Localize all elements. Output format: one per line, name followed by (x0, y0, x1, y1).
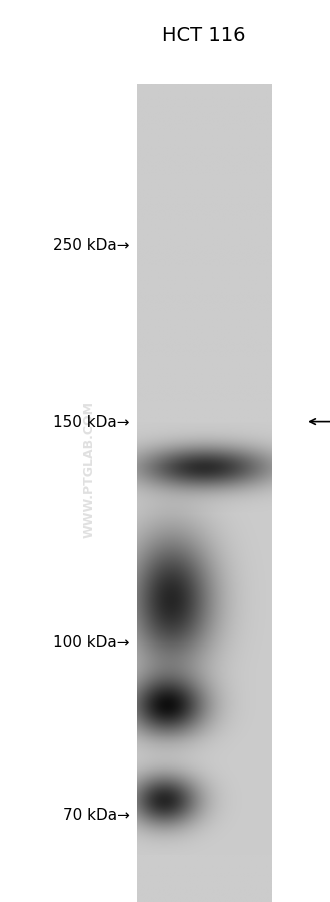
Text: HCT 116: HCT 116 (162, 26, 246, 45)
Text: 100 kDa→: 100 kDa→ (53, 635, 129, 649)
Text: 250 kDa→: 250 kDa→ (53, 238, 129, 253)
Text: 70 kDa→: 70 kDa→ (63, 807, 129, 822)
Text: WWW.PTGLAB.COM: WWW.PTGLAB.COM (83, 400, 96, 538)
Text: 150 kDa→: 150 kDa→ (53, 415, 129, 429)
